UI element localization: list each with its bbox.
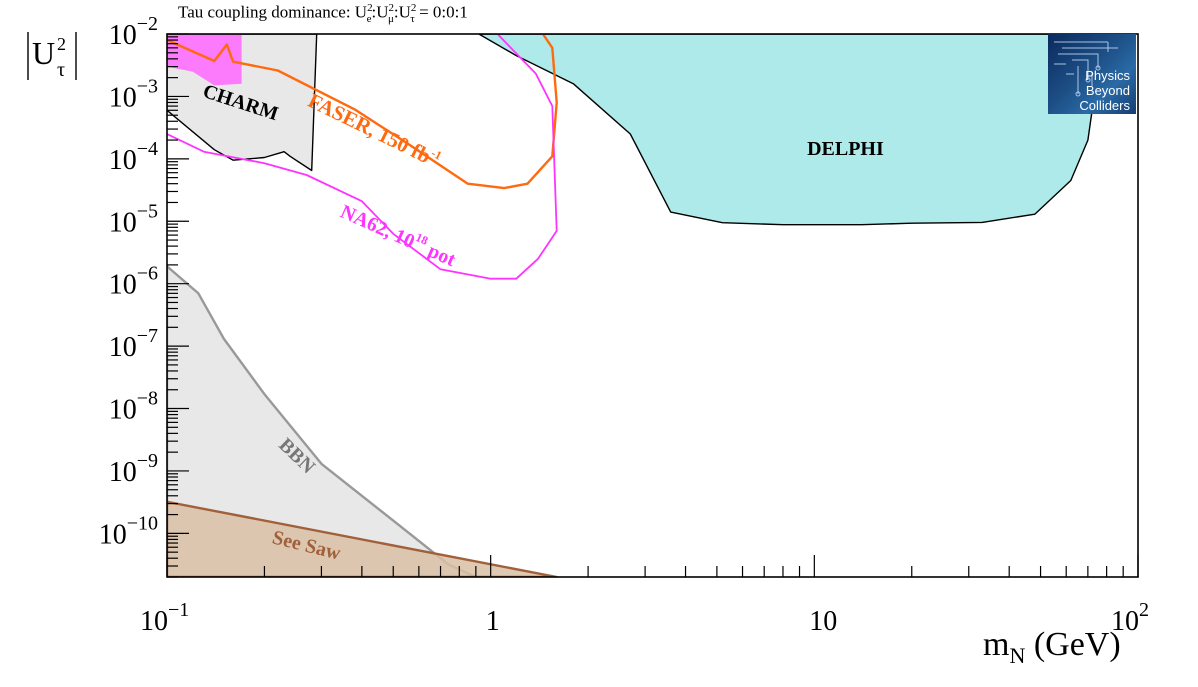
- x-tick-label: 10: [809, 606, 837, 637]
- region-delphi: [478, 34, 1101, 226]
- ticks-layer: [166, 33, 1139, 578]
- logo-line-3: Colliders: [1079, 98, 1130, 113]
- plot-frame: [166, 33, 1139, 578]
- y-tick-label: 10−3: [109, 75, 158, 113]
- y-tick-label: 10−8: [109, 388, 158, 426]
- x-tick-label: 102: [1111, 599, 1149, 637]
- title-prefix: Tau coupling dominance:: [178, 2, 355, 22]
- logo-line-2: Beyond: [1085, 83, 1130, 98]
- logo-circuit-icon: [1054, 41, 1118, 97]
- title-suffix: = 0:0:1: [414, 2, 468, 22]
- label-faser: FASER, 150 fb-1: [304, 87, 444, 172]
- x-tick-label: 1: [486, 606, 500, 637]
- label-na62: NA62, 1018 pot: [337, 198, 460, 271]
- y-axis-label-u: U: [32, 35, 55, 71]
- x-axis-label: mN (GeV): [983, 626, 1121, 668]
- region-faser: [167, 34, 558, 190]
- physics-beyond-colliders-logo: Physics Beyond Colliders: [1048, 34, 1136, 114]
- label-delphi: DELPHI: [807, 138, 884, 160]
- region-na62: [167, 34, 558, 280]
- region-see-saw: [167, 500, 558, 577]
- y-axis-label-sub: τ: [57, 59, 65, 81]
- x-tick-label: 10−1: [140, 599, 189, 637]
- chart-title: Tau coupling dominance: U2e:U2μ:U2τ = 0:…: [178, 2, 468, 26]
- y-tick-label: 10−2: [109, 13, 158, 51]
- logo-line-1: Physics: [1085, 68, 1130, 83]
- region-bbn: [167, 265, 478, 577]
- y-tick-label: 10−7: [109, 325, 158, 363]
- tick-labels-layer: 10−1 1 10 102 10−2 10−3 10−4 10−5 10−6 10−7 10−8 10…: [99, 13, 1149, 637]
- y-tick-label: 10−6: [109, 263, 158, 301]
- region-magenta: [167, 34, 242, 86]
- y-axis-label-sup: 2: [57, 34, 66, 54]
- y-tick-label: 10−10: [99, 512, 158, 550]
- y-tick-label: 10−4: [109, 138, 158, 176]
- regions-layer: [167, 34, 1101, 577]
- y-tick-label: 10−5: [109, 200, 158, 238]
- y-tick-label: 10−9: [109, 450, 158, 488]
